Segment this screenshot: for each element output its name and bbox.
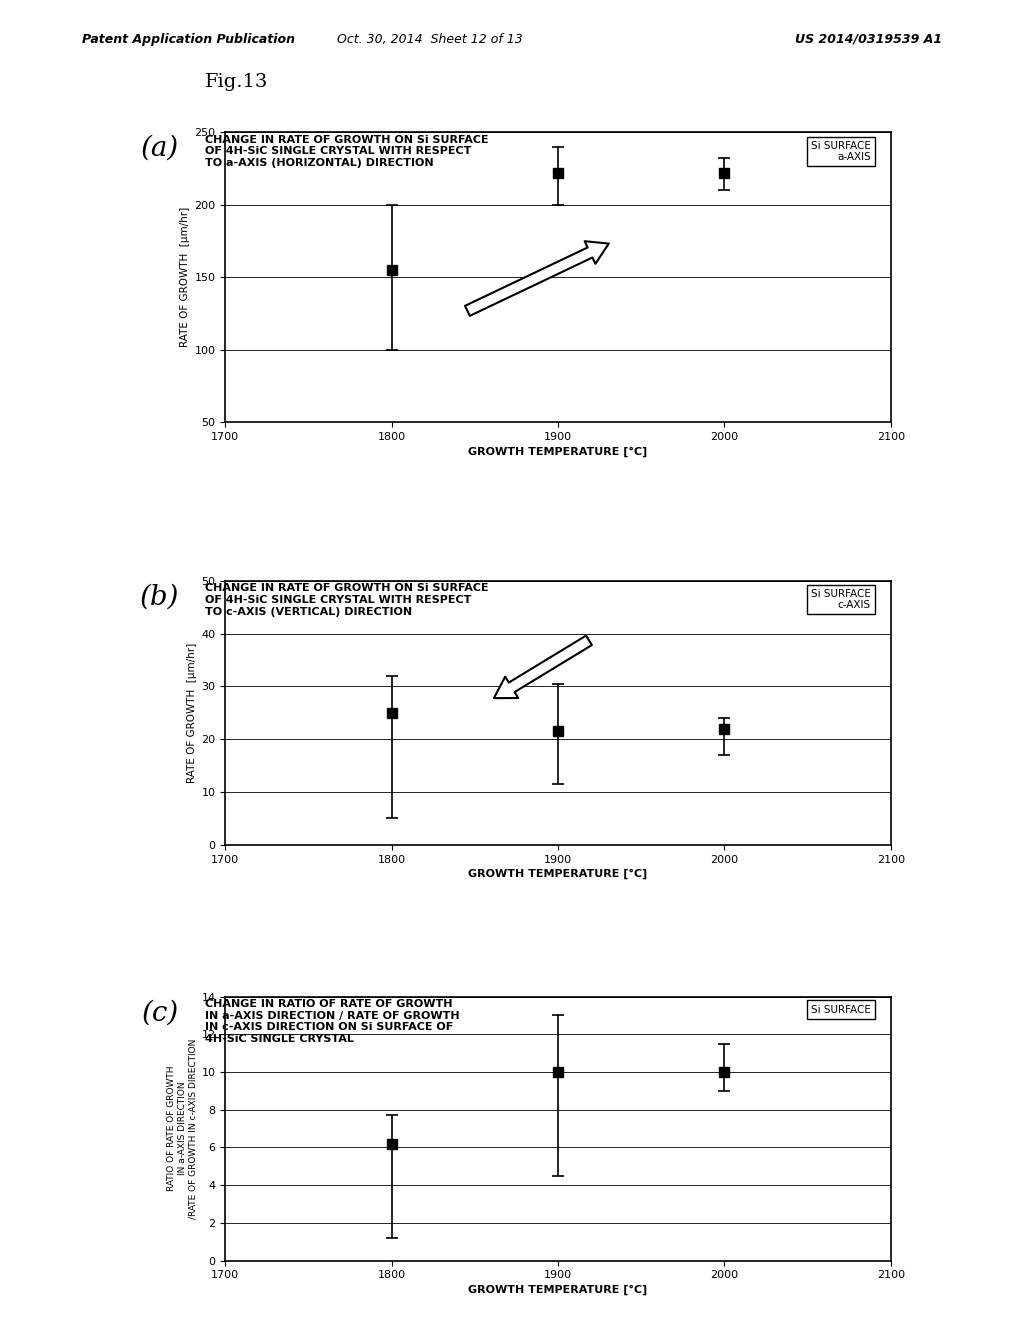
Text: Patent Application Publication: Patent Application Publication [82,33,295,46]
Text: Si SURFACE: Si SURFACE [811,1005,870,1015]
Text: Fig.13: Fig.13 [205,73,268,91]
Y-axis label: RATE OF GROWTH  [μm/hr]: RATE OF GROWTH [μm/hr] [187,643,198,783]
Text: CHANGE IN RATE OF GROWTH ON Si SURFACE
OF 4H-SiC SINGLE CRYSTAL WITH RESPECT
TO : CHANGE IN RATE OF GROWTH ON Si SURFACE O… [205,135,488,168]
FancyArrowPatch shape [494,635,592,698]
X-axis label: GROWTH TEMPERATURE [°C]: GROWTH TEMPERATURE [°C] [468,446,648,457]
Text: Si SURFACE
c-AXIS: Si SURFACE c-AXIS [811,589,870,610]
Text: CHANGE IN RATE OF GROWTH ON Si SURFACE
OF 4H-SiC SINGLE CRYSTAL WITH RESPECT
TO : CHANGE IN RATE OF GROWTH ON Si SURFACE O… [205,583,488,616]
Text: (b): (b) [139,583,179,610]
FancyArrowPatch shape [465,242,609,315]
Text: (c): (c) [142,999,179,1026]
X-axis label: GROWTH TEMPERATURE [°C]: GROWTH TEMPERATURE [°C] [468,1284,648,1295]
Text: CHANGE IN RATIO OF RATE OF GROWTH
IN a-AXIS DIRECTION / RATE OF GROWTH
IN c-AXIS: CHANGE IN RATIO OF RATE OF GROWTH IN a-A… [205,999,460,1044]
Y-axis label: RATE OF GROWTH  [μm/hr]: RATE OF GROWTH [μm/hr] [180,207,190,347]
Text: (a): (a) [141,135,179,161]
X-axis label: GROWTH TEMPERATURE [°C]: GROWTH TEMPERATURE [°C] [468,869,648,879]
Text: Oct. 30, 2014  Sheet 12 of 13: Oct. 30, 2014 Sheet 12 of 13 [337,33,523,46]
Text: Si SURFACE
a-AXIS: Si SURFACE a-AXIS [811,141,870,162]
Y-axis label: RATIO OF RATE OF GROWTH
IN a-AXIS DIRECTION
/RATE OF GROWTH IN c-AXIS DIRECTION: RATIO OF RATE OF GROWTH IN a-AXIS DIRECT… [168,1039,198,1218]
Text: US 2014/0319539 A1: US 2014/0319539 A1 [795,33,942,46]
